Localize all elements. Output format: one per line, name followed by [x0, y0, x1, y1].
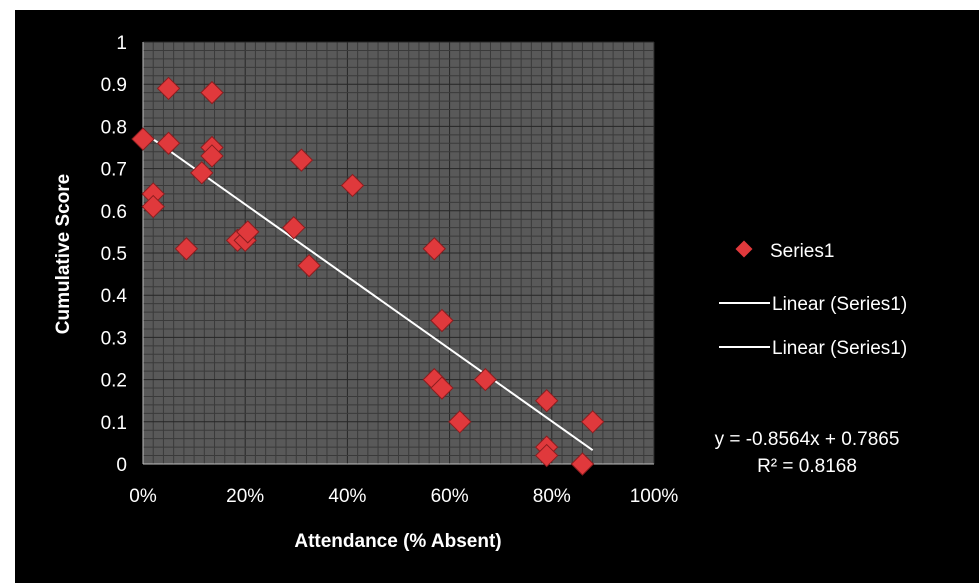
y-tick-label: 0.6 [101, 202, 127, 223]
scatter-chart: 0% 20% 40% 60% 80% 100% 0 0.1 0.2 0.3 0.4 0.5 0.6 0.7… [53, 33, 907, 552]
x-tick-label: 100% [630, 486, 679, 507]
axes [142, 42, 654, 465]
data-point [570, 452, 595, 476]
x-tick-label: 60% [431, 486, 469, 507]
data-point [131, 127, 155, 151]
data-points [131, 76, 605, 476]
y-tick-label: 0.9 [101, 75, 127, 96]
data-point [430, 376, 454, 400]
data-point [580, 410, 605, 434]
data-point [340, 173, 365, 198]
y-axis-title: Cumulative Score [53, 174, 74, 335]
trendline-r-squared: R² = 0.8168 [757, 456, 857, 477]
trendline-equation: y = -0.8564x + 0.7865 [715, 429, 900, 450]
data-point [236, 220, 260, 244]
data-point [200, 80, 224, 105]
data-point [430, 308, 454, 333]
data-point [282, 215, 306, 240]
data-point [174, 237, 199, 261]
y-tick-label: 0.8 [101, 117, 127, 138]
y-tick-label: 0.4 [101, 286, 128, 307]
gridlines [142, 41, 655, 465]
data-point [473, 367, 498, 392]
y-tick-label: 0.7 [101, 160, 127, 181]
legend-label-series1: Series1 [770, 241, 834, 262]
y-tick-label: 0.5 [101, 244, 127, 265]
y-tick-label: 0.3 [101, 328, 127, 349]
x-tick-label: 0% [129, 486, 157, 507]
y-tick-label: 0.2 [101, 371, 127, 392]
y-tick-label: 0.1 [101, 413, 127, 434]
data-point [289, 148, 314, 172]
data-point [156, 76, 181, 101]
x-tick-label: 80% [533, 486, 571, 507]
x-tick-label: 20% [226, 486, 264, 507]
legend-label-linear-2: Linear (Series1) [772, 338, 907, 359]
chart-area: 0% 20% 40% 60% 80% 100% 0 0.1 0.2 0.3 0.4 0.5 0.6 0.7… [15, 10, 979, 583]
legend-label-linear-1: Linear (Series1) [772, 294, 907, 315]
x-axis-title: Attendance (% Absent) [294, 531, 501, 552]
data-point [534, 388, 559, 413]
data-point [534, 443, 559, 468]
legend-marker-series1 [735, 240, 753, 258]
tick-labels: 0% 20% 40% 60% 80% 100% 0 0.1 0.2 0.3 0.4 0.5 0.6 0.7… [101, 33, 679, 507]
data-point [156, 131, 181, 155]
data-point [297, 253, 321, 278]
data-point [448, 410, 472, 434]
data-point [422, 237, 446, 261]
y-tick-label: 0 [116, 455, 127, 476]
trendline [142, 131, 594, 451]
y-tick-label: 1 [116, 33, 127, 54]
data-point [141, 194, 165, 219]
data-point [190, 161, 214, 185]
data-point [200, 144, 224, 168]
x-tick-label: 40% [328, 486, 366, 507]
legend: Series1 Linear (Series1) Linear (Series1… [719, 240, 907, 359]
